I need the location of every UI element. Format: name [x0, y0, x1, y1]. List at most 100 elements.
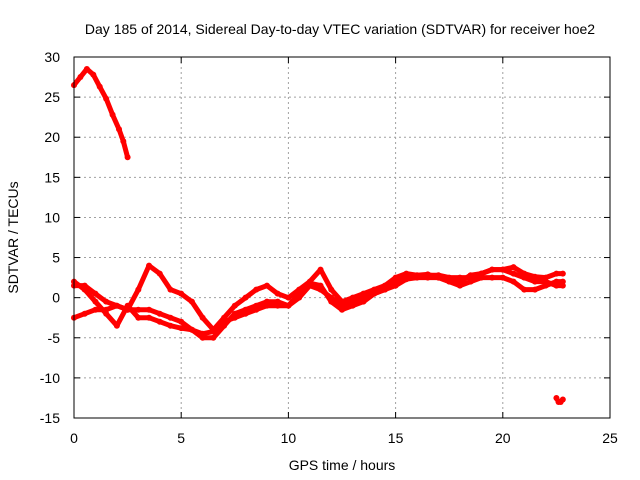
- data-point: [510, 270, 517, 277]
- data-point: [77, 74, 84, 81]
- chart-title: Day 185 of 2014, Sidereal Day-to-day VTE…: [85, 21, 595, 37]
- data-point: [103, 95, 110, 102]
- data-point: [296, 290, 303, 297]
- data-point: [542, 282, 549, 289]
- x-tick-label: 5: [177, 430, 185, 446]
- grid-lines: [74, 57, 610, 418]
- data-point: [559, 270, 566, 277]
- y-tick-label: 30: [44, 49, 60, 65]
- data-point: [559, 396, 566, 403]
- data-point: [553, 278, 560, 285]
- y-tick-label: 25: [44, 89, 60, 105]
- data-point: [478, 274, 485, 281]
- data-point: [274, 290, 281, 297]
- data-point: [253, 306, 260, 313]
- y-tick-label: -10: [40, 370, 60, 386]
- data-point: [360, 298, 367, 305]
- data-point: [306, 280, 313, 287]
- data-point: [113, 322, 120, 329]
- data-point: [242, 294, 249, 301]
- data-point: [489, 274, 496, 281]
- data-point: [414, 274, 421, 281]
- data-point: [120, 138, 127, 145]
- data-point: [349, 302, 356, 309]
- data-point: [92, 306, 99, 313]
- series-lower-track: [71, 274, 566, 337]
- data-point: [446, 278, 453, 285]
- y-tick-label: 20: [44, 129, 60, 145]
- data-point: [328, 286, 335, 293]
- data-point: [531, 286, 538, 293]
- data-point: [403, 276, 410, 283]
- data-point: [339, 306, 345, 313]
- data-point: [210, 334, 217, 341]
- data-point: [285, 302, 292, 309]
- data-point: [199, 314, 206, 321]
- data-point: [253, 286, 260, 293]
- y-tick-label: -5: [48, 330, 61, 346]
- data-point: [188, 298, 195, 305]
- data-point: [83, 66, 90, 73]
- data-point: [242, 310, 249, 317]
- data-point: [263, 282, 270, 289]
- data-point: [456, 274, 463, 281]
- data-point: [553, 270, 560, 277]
- data-point: [81, 310, 88, 317]
- y-axis-label: SDTVAR / TECUs: [5, 181, 21, 293]
- data-point: [92, 290, 99, 297]
- data-point: [456, 282, 463, 289]
- plot-frame: [73, 56, 611, 419]
- data-point: [96, 83, 103, 90]
- data-point: [381, 286, 388, 293]
- data-point: [178, 318, 185, 325]
- data-point: [113, 302, 120, 309]
- data-point: [392, 282, 399, 289]
- data-series: [71, 66, 566, 405]
- data-point: [489, 266, 496, 273]
- data-point: [109, 111, 116, 118]
- series-late-point: [553, 394, 566, 405]
- data-point: [210, 328, 217, 335]
- x-tick-label: 0: [70, 430, 78, 446]
- data-point: [135, 306, 142, 313]
- data-point: [146, 314, 153, 321]
- x-tick-label: 20: [495, 430, 511, 446]
- data-point: [103, 298, 110, 305]
- data-point: [263, 302, 270, 309]
- data-point: [521, 274, 528, 281]
- data-point: [510, 264, 517, 271]
- data-point: [499, 274, 506, 281]
- data-point: [285, 294, 292, 301]
- x-axis-label: GPS time / hours: [289, 457, 396, 473]
- data-point: [178, 290, 185, 297]
- data-point: [531, 273, 538, 280]
- y-tick-label: 15: [44, 169, 60, 185]
- data-point: [499, 266, 506, 273]
- data-point: [467, 278, 474, 285]
- data-point: [221, 318, 228, 325]
- data-point: [124, 154, 131, 161]
- tick-labels: 0 5 10 15 20 25 -15 -10 -5 0 5 10 15 20 25 30: [40, 49, 618, 446]
- data-point: [274, 302, 281, 309]
- data-point: [90, 71, 97, 78]
- data-point: [156, 318, 163, 325]
- data-point: [135, 314, 142, 321]
- data-point: [103, 310, 110, 317]
- data-point: [167, 314, 174, 321]
- series-line: [71, 66, 131, 160]
- x-tick-label: 15: [388, 430, 404, 446]
- data-point: [146, 262, 153, 269]
- data-point: [188, 326, 195, 333]
- data-point: [156, 310, 163, 317]
- data-point: [156, 270, 163, 277]
- y-tick-label: 0: [52, 290, 60, 306]
- data-point: [135, 286, 142, 293]
- data-point: [317, 282, 324, 289]
- data-point: [317, 266, 324, 273]
- x-tick-label: 25: [602, 430, 618, 446]
- data-point: [81, 286, 88, 293]
- data-point: [146, 306, 153, 313]
- data-point: [231, 302, 238, 309]
- y-tick-label: -15: [40, 410, 60, 426]
